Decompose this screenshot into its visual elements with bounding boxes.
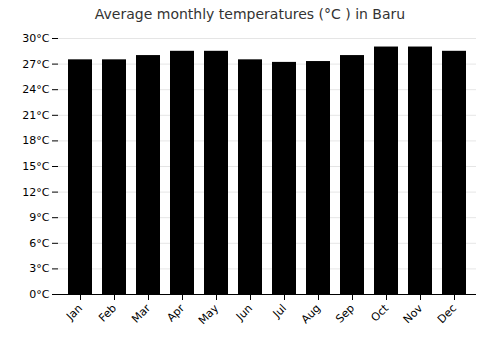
svg-text:Mar: Mar	[129, 301, 153, 325]
svg-text:Jan: Jan	[63, 302, 85, 324]
svg-text:9°C: 9°C	[29, 211, 49, 224]
svg-text:18°C: 18°C	[22, 134, 49, 147]
svg-text:21°C: 21°C	[22, 109, 49, 122]
svg-text:6°C: 6°C	[29, 237, 49, 250]
svg-text:Oct: Oct	[368, 301, 391, 324]
svg-text:0°C: 0°C	[29, 288, 49, 301]
svg-text:Sep: Sep	[333, 302, 357, 326]
svg-text:Jun: Jun	[233, 302, 255, 324]
svg-text:24°C: 24°C	[22, 83, 49, 96]
svg-text:Apr: Apr	[164, 301, 187, 324]
svg-text:May: May	[196, 301, 222, 327]
svg-text:Feb: Feb	[96, 302, 119, 325]
svg-text:Dec: Dec	[435, 302, 459, 326]
svg-text:Aug: Aug	[299, 302, 323, 326]
svg-text:27°C: 27°C	[22, 58, 49, 71]
svg-text:3°C: 3°C	[29, 262, 49, 275]
svg-text:30°C: 30°C	[22, 32, 49, 45]
svg-text:12°C: 12°C	[22, 186, 49, 199]
svg-text:Nov: Nov	[401, 301, 426, 326]
svg-text:Jul: Jul	[270, 302, 289, 321]
svg-text:15°C: 15°C	[22, 160, 49, 173]
html-text:Average monthly temperatures (: Average monthly temperatures (°C ) in Ba…	[94, 6, 406, 22]
